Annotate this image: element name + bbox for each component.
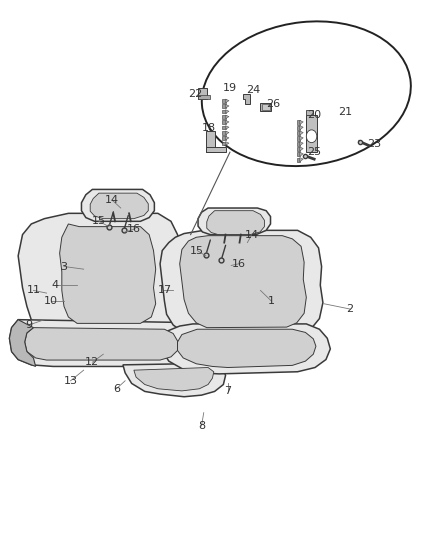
Polygon shape <box>306 115 317 152</box>
Polygon shape <box>10 320 191 367</box>
Text: 11: 11 <box>26 286 40 295</box>
Polygon shape <box>223 104 226 108</box>
Polygon shape <box>300 147 303 151</box>
Polygon shape <box>297 147 300 151</box>
Polygon shape <box>226 131 229 135</box>
Text: 14: 14 <box>105 195 119 205</box>
Polygon shape <box>300 158 303 162</box>
Polygon shape <box>90 193 148 219</box>
Polygon shape <box>223 142 226 146</box>
Polygon shape <box>223 136 226 140</box>
Polygon shape <box>25 328 177 360</box>
Text: 10: 10 <box>44 296 58 306</box>
Polygon shape <box>297 142 300 146</box>
Polygon shape <box>226 110 229 114</box>
Circle shape <box>306 130 317 143</box>
Text: 20: 20 <box>307 110 321 120</box>
Polygon shape <box>223 115 226 119</box>
Text: 21: 21 <box>339 107 353 117</box>
Polygon shape <box>134 368 214 391</box>
Text: 7: 7 <box>224 386 231 397</box>
Polygon shape <box>226 120 229 124</box>
Polygon shape <box>300 120 303 125</box>
Text: 6: 6 <box>113 384 120 394</box>
Polygon shape <box>207 211 265 235</box>
Text: 15: 15 <box>92 216 106 227</box>
Text: 9: 9 <box>25 320 33 330</box>
Ellipse shape <box>202 21 411 166</box>
Polygon shape <box>297 120 300 125</box>
Polygon shape <box>297 152 300 157</box>
Polygon shape <box>60 224 155 324</box>
Polygon shape <box>226 104 229 108</box>
Polygon shape <box>10 320 35 367</box>
Text: 26: 26 <box>265 99 280 109</box>
Polygon shape <box>198 88 207 99</box>
Polygon shape <box>223 120 226 124</box>
Polygon shape <box>206 147 226 152</box>
Text: 12: 12 <box>85 357 99 367</box>
Polygon shape <box>198 95 210 99</box>
Text: 22: 22 <box>188 88 202 99</box>
Polygon shape <box>300 142 303 146</box>
Text: 16: 16 <box>127 224 141 235</box>
Polygon shape <box>226 136 229 140</box>
Text: 3: 3 <box>60 262 67 271</box>
Text: 19: 19 <box>223 83 237 93</box>
Text: 8: 8 <box>198 421 205 431</box>
Polygon shape <box>223 99 226 103</box>
Polygon shape <box>81 189 154 221</box>
Polygon shape <box>206 131 215 152</box>
Text: 15: 15 <box>190 246 204 255</box>
Polygon shape <box>226 142 229 146</box>
Polygon shape <box>18 213 184 330</box>
Polygon shape <box>226 126 229 130</box>
Polygon shape <box>297 131 300 135</box>
Polygon shape <box>297 126 300 130</box>
Polygon shape <box>306 110 313 115</box>
Polygon shape <box>180 236 306 328</box>
Polygon shape <box>226 115 229 119</box>
Polygon shape <box>177 329 316 368</box>
Polygon shape <box>226 99 229 103</box>
Text: 4: 4 <box>52 280 59 290</box>
Polygon shape <box>297 136 300 141</box>
Text: 17: 17 <box>157 286 172 295</box>
Polygon shape <box>300 152 303 157</box>
Polygon shape <box>297 158 300 162</box>
Text: 14: 14 <box>245 230 259 240</box>
Text: 25: 25 <box>307 147 321 157</box>
Text: 18: 18 <box>202 123 216 133</box>
Polygon shape <box>162 324 330 374</box>
Text: 13: 13 <box>64 376 78 386</box>
Text: 16: 16 <box>232 259 246 269</box>
Polygon shape <box>223 131 226 135</box>
Polygon shape <box>300 131 303 135</box>
Polygon shape <box>223 110 226 114</box>
Polygon shape <box>198 208 271 235</box>
Polygon shape <box>123 364 226 397</box>
Polygon shape <box>160 230 323 336</box>
Text: 23: 23 <box>367 139 381 149</box>
Polygon shape <box>261 103 272 111</box>
Text: 24: 24 <box>246 85 260 95</box>
Text: 1: 1 <box>268 296 275 306</box>
Text: 2: 2 <box>346 304 353 314</box>
Polygon shape <box>300 136 303 141</box>
Polygon shape <box>243 94 251 104</box>
Polygon shape <box>223 126 226 130</box>
Polygon shape <box>300 126 303 130</box>
Polygon shape <box>262 104 270 110</box>
